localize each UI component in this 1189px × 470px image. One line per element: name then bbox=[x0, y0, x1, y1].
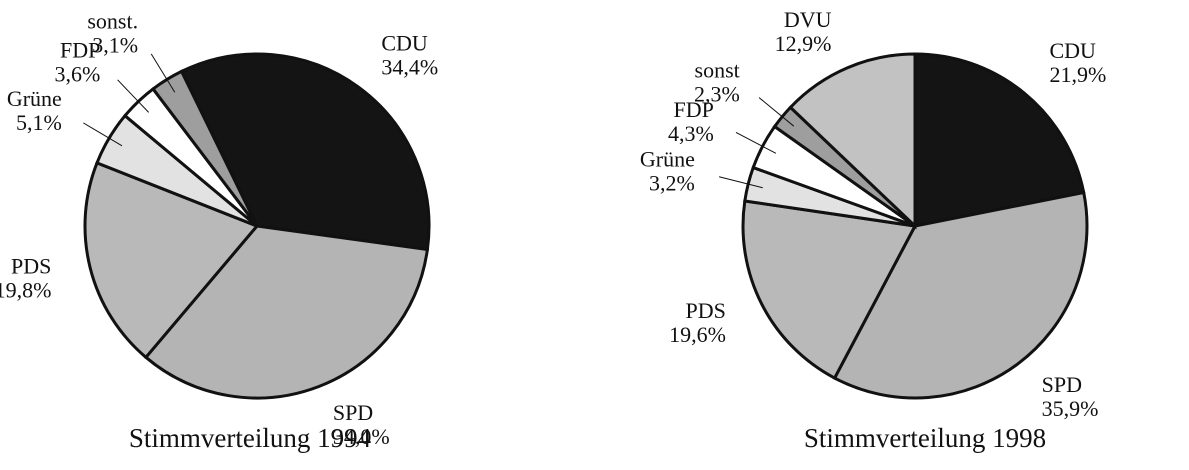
chart-title: Stimmverteilung 1998 bbox=[804, 423, 1046, 453]
slice-label: CDU bbox=[381, 30, 428, 55]
value-label: 19,8% bbox=[0, 278, 51, 303]
pie-slice bbox=[832, 190, 1089, 400]
slice-label: FDP bbox=[60, 38, 100, 63]
value-label: 34,0% bbox=[333, 424, 390, 449]
slice-label: CDU bbox=[1050, 38, 1097, 63]
slice-label: Grüne bbox=[640, 147, 695, 172]
value-label: 35,9% bbox=[1042, 396, 1099, 421]
value-label: 3,1% bbox=[92, 33, 138, 58]
slice-label: PDS bbox=[686, 298, 726, 323]
slice-label: SPD bbox=[1042, 372, 1082, 397]
slice-label: FDP bbox=[673, 97, 713, 122]
slice-label: SPD bbox=[333, 400, 373, 425]
chart-title: Stimmverteilung 1994 bbox=[129, 423, 372, 453]
value-label: 3,6% bbox=[55, 62, 101, 87]
pie-slice bbox=[913, 52, 1086, 228]
value-label: 4,3% bbox=[668, 121, 714, 146]
pie-slice bbox=[83, 160, 260, 360]
value-label: 2,3% bbox=[694, 82, 740, 107]
pie-slice bbox=[179, 52, 431, 252]
value-label: 21,9% bbox=[1050, 62, 1107, 87]
leader-line bbox=[83, 122, 123, 147]
value-label: 3,2% bbox=[649, 171, 695, 196]
leader-line bbox=[758, 97, 795, 127]
value-label: 12,9% bbox=[775, 31, 832, 56]
slice-label: PDS bbox=[11, 254, 51, 279]
slice-label: DVU bbox=[784, 7, 832, 32]
pie-slice bbox=[143, 224, 430, 400]
leader-line bbox=[117, 79, 150, 113]
slice-label: sonst. bbox=[87, 9, 138, 34]
slice-label: sonst bbox=[695, 58, 740, 83]
leader-line bbox=[718, 176, 763, 189]
leader-line bbox=[735, 131, 777, 154]
value-label: 34,4% bbox=[381, 54, 438, 79]
slice-label: Grüne bbox=[7, 86, 62, 111]
pie-slice bbox=[741, 199, 918, 381]
value-label: 19,6% bbox=[669, 322, 726, 347]
pie-slice bbox=[788, 52, 917, 230]
value-label: 5,1% bbox=[16, 110, 62, 135]
leader-line bbox=[150, 53, 176, 93]
